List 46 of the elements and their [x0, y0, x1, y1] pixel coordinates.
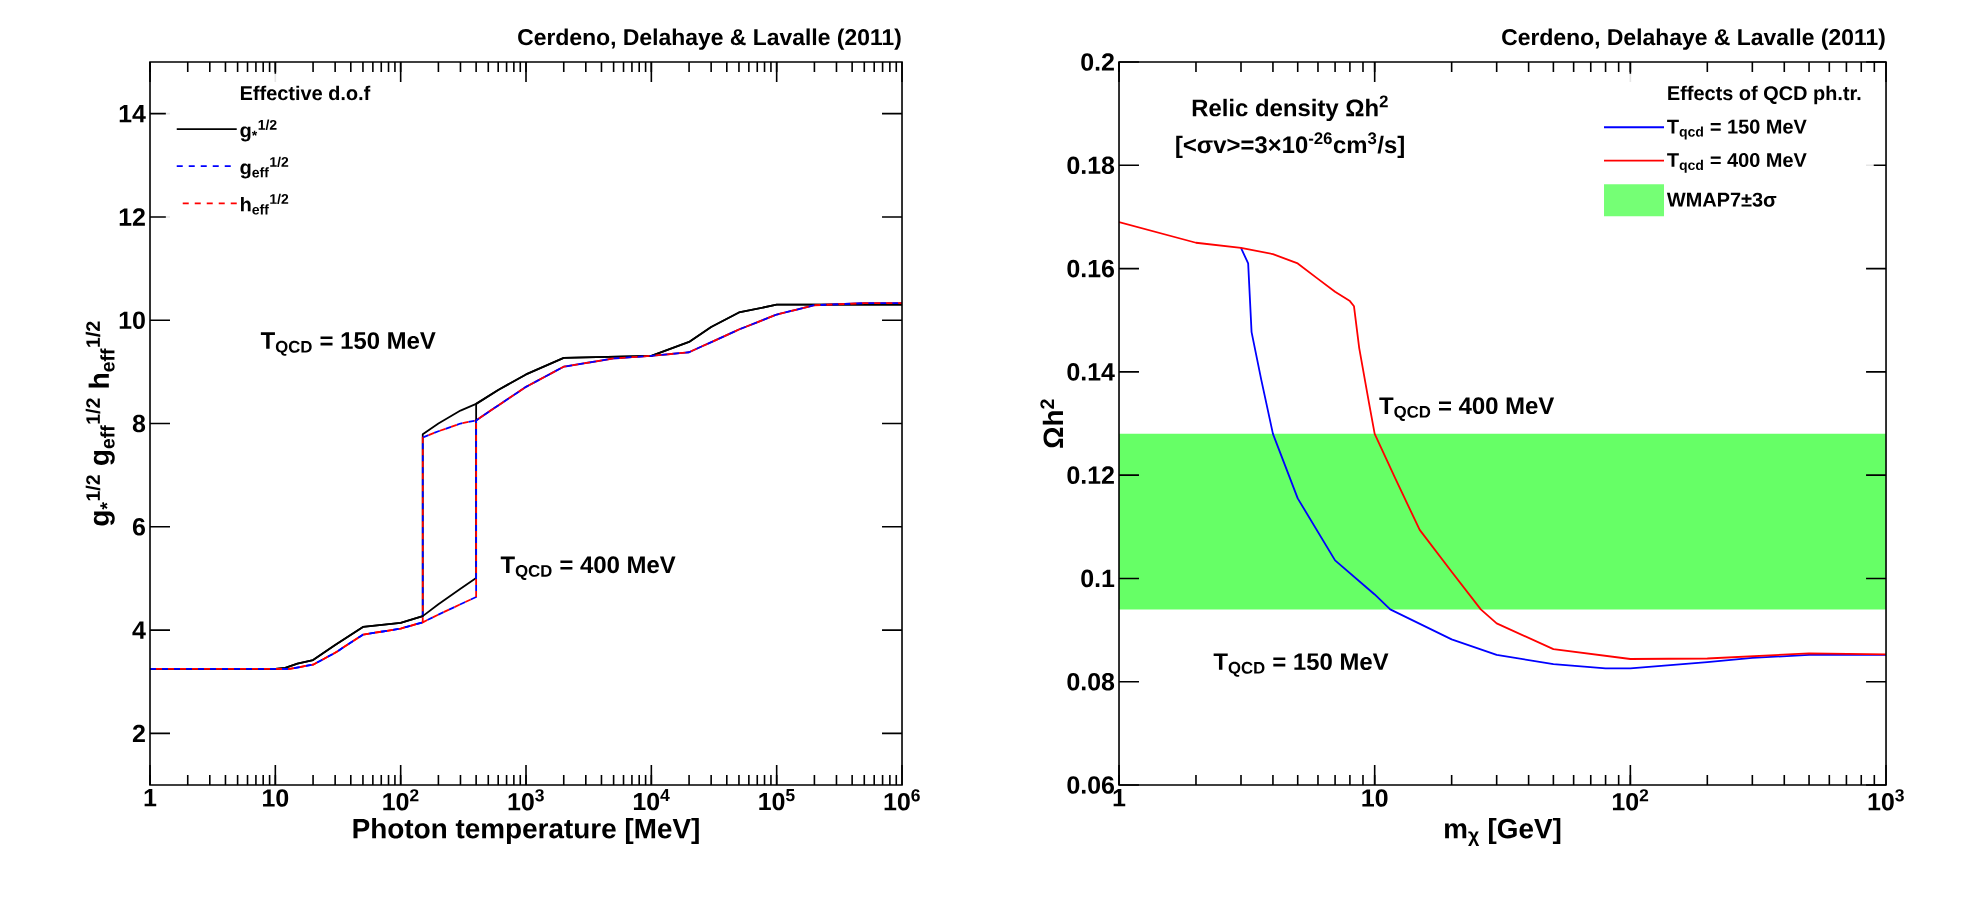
y-tick-label: 8	[132, 414, 146, 433]
x-tick-label: 10	[1362, 789, 1388, 807]
y-tick-label: 0.18	[1067, 156, 1115, 175]
y-tick-label: 0.1	[1081, 569, 1115, 588]
legend-label: WMAP7±3σ	[1666, 192, 1777, 207]
y-tick-label: 0.14	[1067, 363, 1115, 381]
x-tick-label: 10$^{2}$	[1612, 789, 1649, 811]
y-tick-label: 12	[119, 208, 145, 226]
y-axis-title: Ωh$^{2}$	[1040, 399, 1063, 448]
y-tick-label: 0.06	[1067, 776, 1114, 794]
y-tick-label: 10	[119, 311, 145, 330]
x-tick-label: 10$^{2}$	[383, 789, 419, 811]
legend-label: g$_{eff}$1/2	[240, 156, 289, 179]
x-axis-title: m$_{χ}$ [GeV]	[1445, 817, 1561, 846]
y-tick-label: 14	[119, 105, 146, 123]
y-tick-label: 0.08	[1067, 672, 1115, 691]
x-axis-title: Photon temperature [MeV]	[353, 817, 699, 844]
y-tick-label: 0.2	[1081, 53, 1114, 71]
legend-label: T$_{qcd}$ = 150 MeV	[1667, 119, 1807, 140]
y-tick-label: 0.16	[1067, 259, 1114, 278]
x-tick-label: 1	[1113, 789, 1126, 807]
x-tick-label: 10$^{4}$	[633, 789, 670, 811]
legend-label: g$_{*}$1/2	[240, 119, 277, 142]
annotation: Relic density Ωh$^{2}$	[1192, 95, 1388, 122]
annotation: T$_{QCD}$ = 400 MeV	[1379, 397, 1555, 421]
x-tick-label: 10$^{5}$	[759, 789, 795, 811]
legend-title: Effects of QCD ph.tr.	[1668, 85, 1861, 105]
legend-label: h$_{eff}$1/2	[241, 193, 289, 215]
y-tick-label: 6	[132, 517, 145, 536]
legend-label: T$_{qcd}$ = 400 MeV	[1667, 152, 1807, 173]
annotation: T$_{QCD}$ = 400 MeV	[500, 556, 676, 580]
annotation: [<σv>=3×10$^{-26}$cm$^{3}$/s]	[1176, 132, 1404, 158]
x-tick-label: 10$^{3}$	[508, 789, 544, 811]
x-tick-label: 10	[263, 789, 289, 807]
y-tick-label: 0.12	[1067, 466, 1114, 484]
legend-title: Effective d.o.f	[240, 85, 371, 101]
y-tick-label: 2	[132, 724, 145, 743]
x-tick-label: 1	[144, 789, 157, 807]
chart-title: Cerdeno, Delahaye & Lavalle (2011)	[1502, 28, 1885, 50]
annotation: T$_{QCD}$ = 150 MeV	[1213, 653, 1389, 677]
x-tick-label: 10$^{6}$	[884, 789, 920, 811]
chart-title: Cerdeno, Delahaye & Lavalle (2011)	[518, 28, 901, 50]
text: g$_{*}$$^{1/2}$ g$_{eff}$$^{1/2}$ h$_{eff}$1/2	[85, 321, 115, 526]
y-tick-label: 4	[132, 621, 146, 639]
annotation: T$_{QCD}$ = 150 MeV	[260, 332, 436, 356]
x-tick-label: 10$^{3}$	[1868, 789, 1904, 811]
